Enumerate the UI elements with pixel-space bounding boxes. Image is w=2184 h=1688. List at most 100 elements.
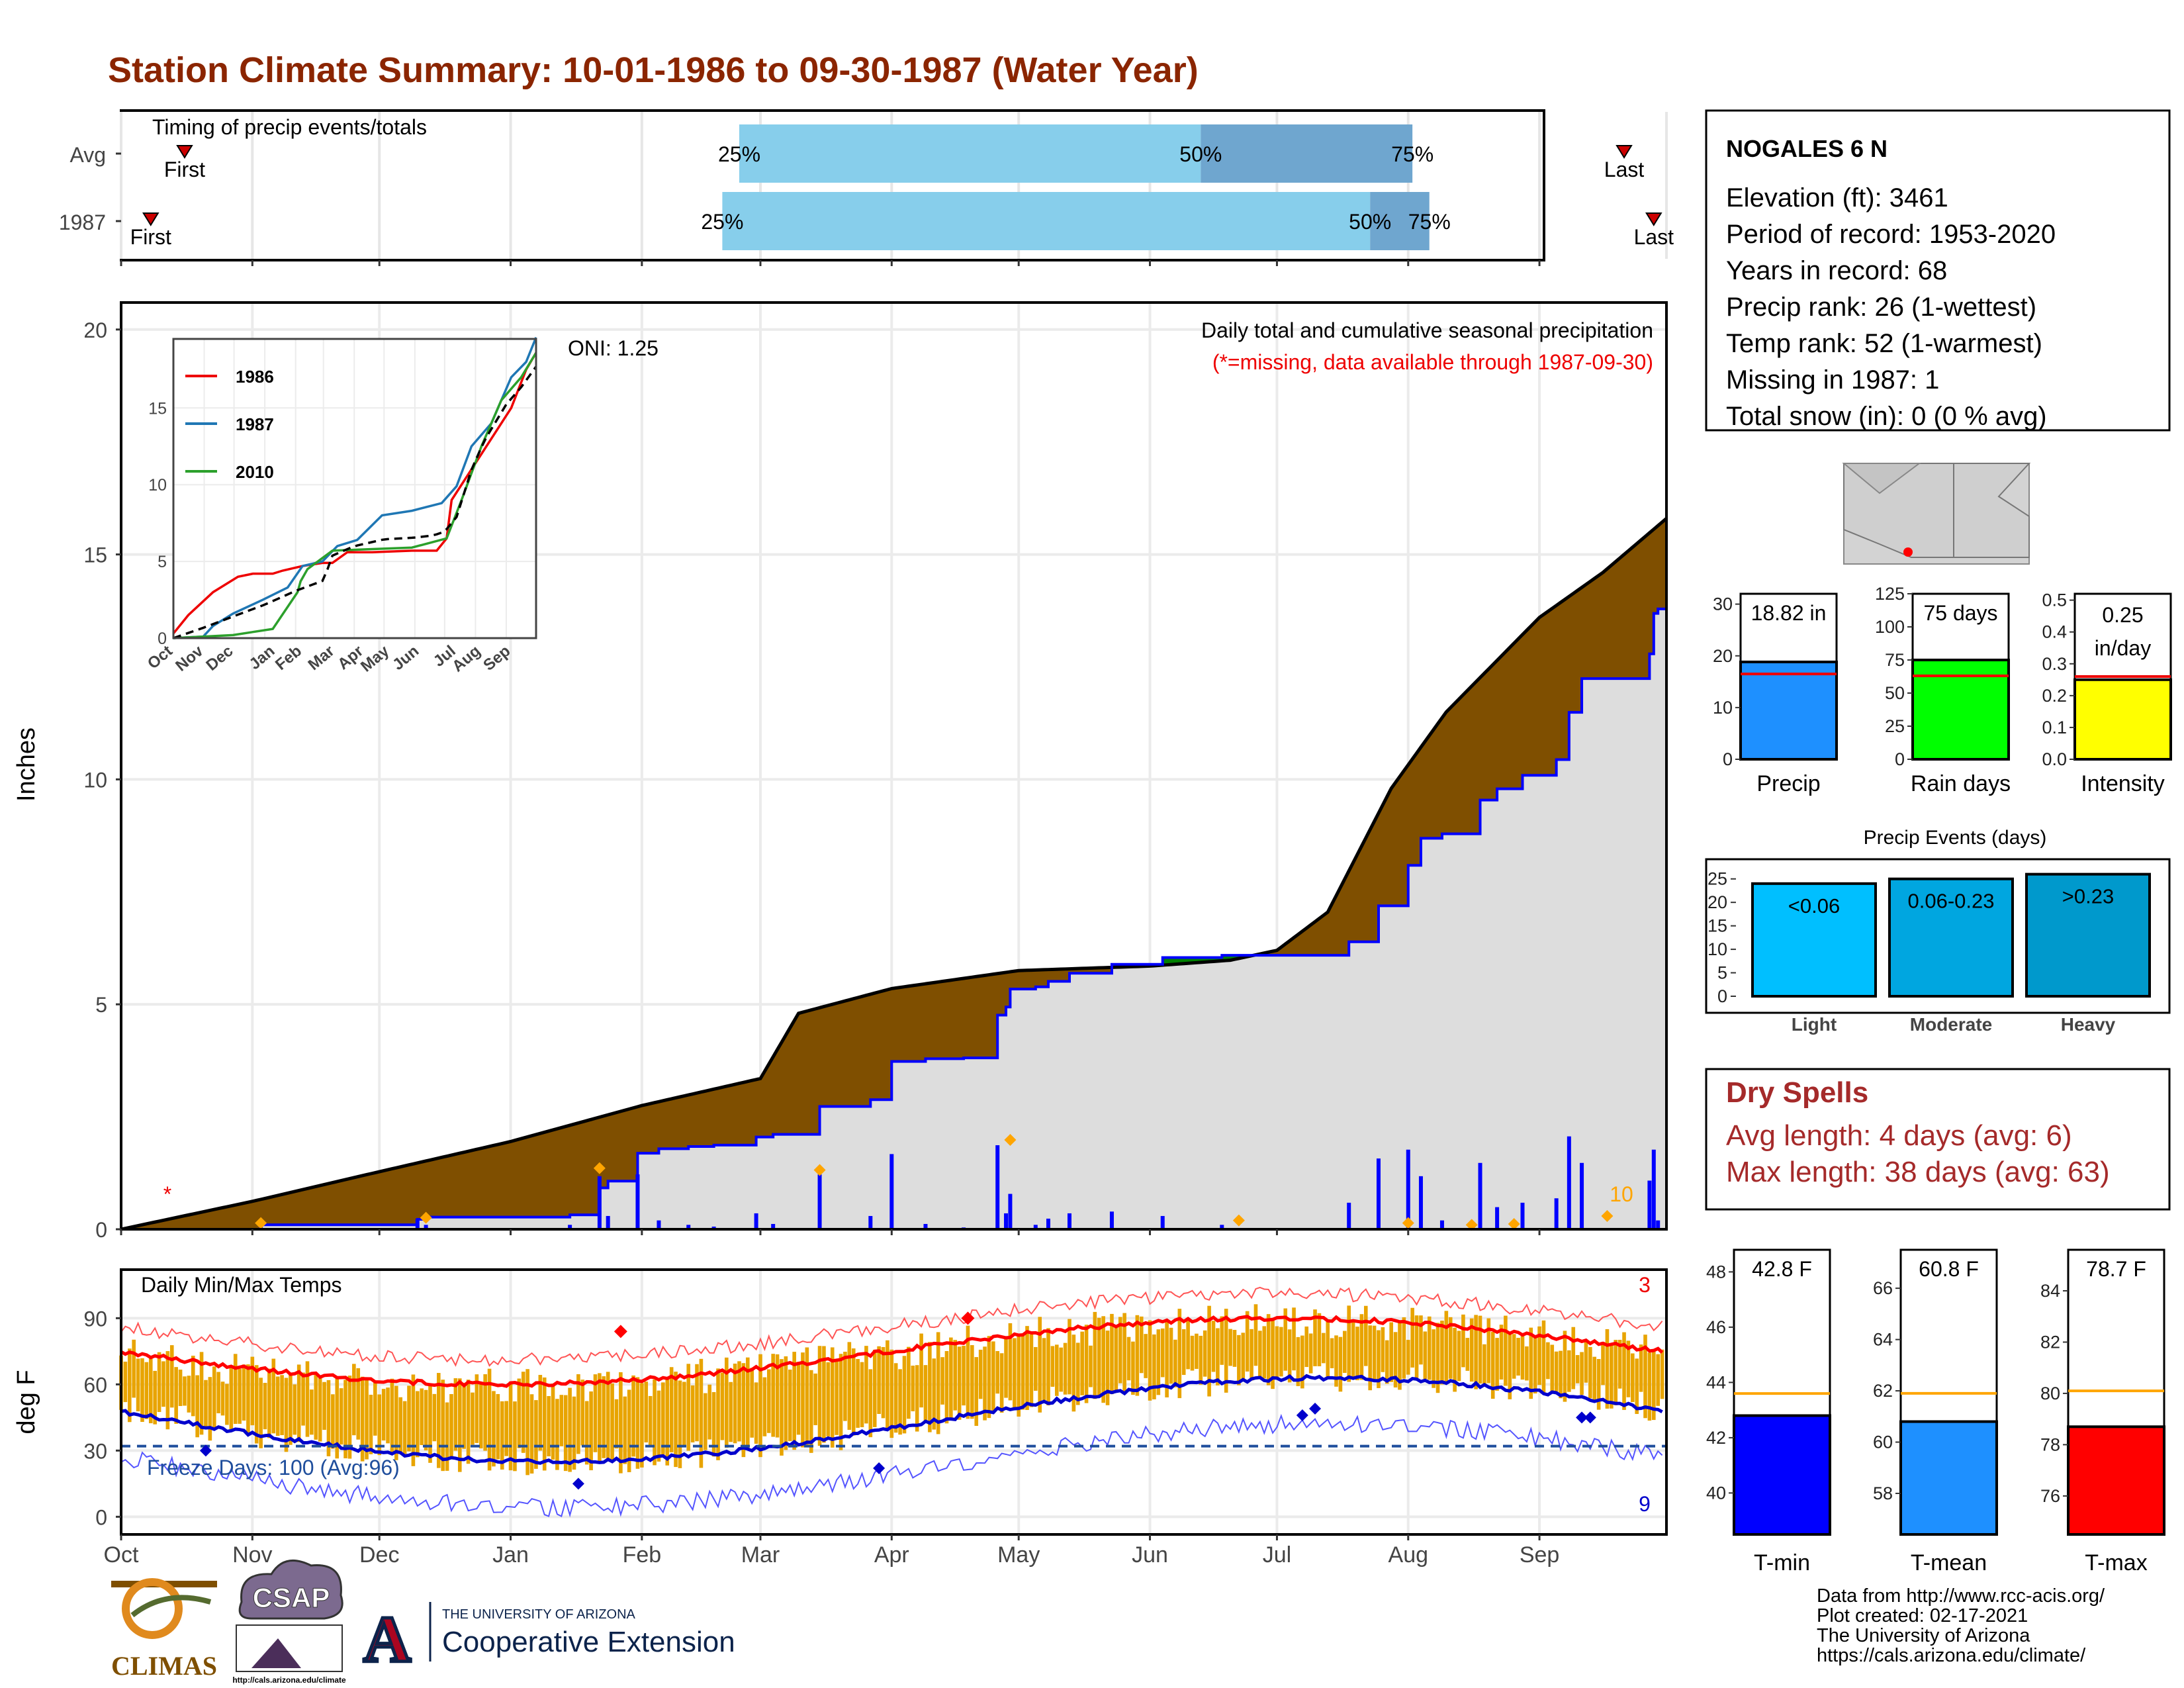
temp-bar-tick-label: 60 — [1873, 1432, 1893, 1452]
temp-daily-bar — [699, 1358, 704, 1468]
temp-daily-bar — [847, 1342, 852, 1430]
temp-bar-tick-label: 46 — [1706, 1317, 1726, 1337]
daily-precip-bar — [1567, 1136, 1571, 1229]
temp-daily-bar — [1313, 1309, 1317, 1366]
record-low-marker — [1309, 1403, 1322, 1415]
temp-daily-bar — [547, 1395, 551, 1457]
record-high-line — [120, 1286, 1663, 1367]
temp-daily-bar — [377, 1394, 382, 1456]
daily-precip-bar — [606, 1215, 610, 1229]
temp-daily-bar — [1025, 1326, 1029, 1410]
temp-daily-bar — [644, 1382, 649, 1443]
daily-precip-bar — [1478, 1162, 1482, 1229]
mini-bar-tick-label: 20 — [1713, 646, 1733, 666]
temp-daily-bar — [1292, 1307, 1296, 1371]
daily-precip-bar — [1656, 1220, 1661, 1229]
inset-frame — [172, 338, 537, 639]
temp-daily-bar — [1575, 1355, 1580, 1383]
temp-daily-bar — [991, 1341, 995, 1413]
temp-daily-bar — [246, 1364, 250, 1435]
temp-daily-bar — [1093, 1311, 1097, 1399]
temp-daily-bar — [1148, 1320, 1152, 1401]
record-low-marker — [873, 1462, 886, 1474]
precip-y-label: Inches — [13, 727, 40, 802]
record-daily-marker — [593, 1162, 606, 1174]
credit-line-2: Plot created: 02-17-2021 — [1817, 1605, 2028, 1626]
temp-daily-bar — [187, 1376, 191, 1413]
temp-daily-bar — [1516, 1337, 1520, 1376]
temp-daily-bar — [907, 1346, 911, 1419]
record-daily-marker — [1465, 1219, 1478, 1231]
temp-daily-bar — [1021, 1333, 1025, 1410]
daily-precip-bar — [1160, 1215, 1165, 1229]
month-label: Sep — [1520, 1542, 1560, 1568]
inset-ytick-label: 0 — [158, 630, 167, 648]
temp-daily-bar — [1283, 1308, 1288, 1371]
temp-daily-bar — [987, 1336, 991, 1419]
temp-panel-title: Daily Min/Max Temps — [141, 1273, 341, 1297]
temp-bar-tick-label: 58 — [1873, 1483, 1893, 1503]
temp-daily-bar — [1258, 1331, 1262, 1380]
events-title: Precip Events (days) — [1864, 827, 2047, 849]
temp-daily-bar — [809, 1370, 813, 1453]
timing-p75-label: 75% — [1408, 210, 1451, 234]
month-label: Oct — [104, 1542, 139, 1568]
mini-bar-value-unit: in/day — [2095, 636, 2151, 660]
station-details: Elevation (ft): 3461 Period of record: 19… — [1726, 183, 2056, 431]
temp-daily-bar — [1068, 1319, 1071, 1395]
temp-daily-bar — [733, 1363, 737, 1444]
temp-daily-bar — [238, 1368, 242, 1424]
temp-daily-bar — [1114, 1325, 1118, 1391]
temp-daily-bar — [1631, 1353, 1635, 1402]
events-bar-label: Light — [1792, 1014, 1837, 1035]
record-daily-marker — [1402, 1217, 1414, 1229]
temp-daily-bar — [657, 1390, 661, 1462]
temp-daily-bar — [559, 1395, 564, 1446]
temp-ytick-label: 60 — [83, 1373, 107, 1397]
below-avg-area — [125, 518, 1667, 1229]
temp-daily-bar — [1203, 1330, 1207, 1377]
events-bar-label: Moderate — [1910, 1014, 1992, 1035]
freeze-days-label: Freeze Days: 100 (Avg:96) — [147, 1456, 400, 1479]
temp-daily-bar — [919, 1333, 923, 1408]
temp-daily-bar — [635, 1377, 640, 1469]
dry-spells-title: Dry Spells — [1726, 1076, 1868, 1109]
temp-daily-bar — [140, 1358, 144, 1423]
ua-logo: A THE UNIVERSITY OF ARIZONA Cooperative … — [361, 1601, 735, 1678]
temp-daily-bar — [284, 1378, 289, 1452]
station-location-dot — [1903, 547, 1913, 557]
temp-daily-bar — [1529, 1327, 1533, 1399]
events-bars: 0 5 10 15 20 25 <0.06 Light 0.06-0.23 Moderate >0.… — [1707, 869, 2151, 1035]
temp-daily-bar — [360, 1376, 365, 1462]
temp-daily-bar — [132, 1339, 136, 1398]
avg-min-line — [120, 1374, 1663, 1466]
temp-bar-label: T-min — [1754, 1550, 1810, 1575]
temp-daily-bar — [191, 1355, 195, 1417]
temp-daily-bar — [780, 1359, 784, 1456]
temp-daily-bar — [394, 1385, 398, 1460]
temp-daily-bar — [754, 1382, 758, 1444]
temp-daily-bar — [758, 1354, 762, 1458]
events-tick-label: 5 — [1717, 963, 1727, 983]
temp-daily-bar — [911, 1366, 915, 1411]
daily-precip-bar — [1376, 1158, 1381, 1229]
temp-bar-tick-label: 42 — [1706, 1428, 1726, 1448]
temp-daily-bar — [432, 1393, 437, 1442]
temp-daily-bar — [1381, 1327, 1385, 1372]
temp-bar-tick-label: 84 — [2040, 1281, 2060, 1301]
daily-precip-bar — [868, 1215, 873, 1229]
temp-daily-bar — [1224, 1309, 1228, 1393]
timing-p25-label: 25% — [718, 142, 760, 166]
dry-spells-box: Dry Spells Avg length: 4 days (avg: 6) M… — [1705, 1068, 2171, 1211]
temp-daily-bar — [1300, 1335, 1304, 1389]
temp-daily-bar — [872, 1349, 877, 1427]
temp-daily-bar — [928, 1342, 932, 1432]
mini-bar-value: 0.25 — [2102, 603, 2143, 627]
temp-daily-bar — [1075, 1342, 1080, 1405]
temp-daily-bar — [263, 1383, 267, 1430]
temp-ytick-label: 0 — [95, 1505, 107, 1529]
daily-precip-bar — [889, 1154, 894, 1229]
missing-marker: * — [163, 1182, 171, 1206]
temp-daily-bar — [682, 1382, 686, 1446]
